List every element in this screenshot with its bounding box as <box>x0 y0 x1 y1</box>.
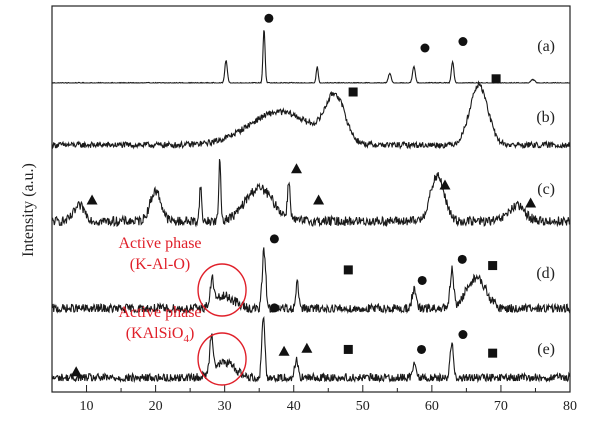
annotation-line1: Active phase <box>118 304 201 321</box>
triangle-marker <box>313 194 325 205</box>
active-phase-circle <box>197 263 247 317</box>
circle-marker <box>264 13 274 23</box>
series-label: (b) <box>536 109 555 126</box>
circle-marker <box>417 344 427 354</box>
triangle-marker <box>290 163 302 174</box>
annotation-line2: (KAlSiO4) <box>126 325 195 345</box>
x-tick-label: 10 <box>80 399 94 414</box>
triangle-marker <box>439 179 451 190</box>
series-line-4 <box>51 315 571 384</box>
circle-marker <box>269 234 279 244</box>
series-label: (a) <box>537 38 555 55</box>
triangle-marker <box>86 194 98 205</box>
x-tick-label: 20 <box>149 399 163 414</box>
series-label: (e) <box>537 341 555 358</box>
curve-labels: (a) (b) (c) (d) (e) <box>536 38 555 358</box>
circle-marker <box>458 37 468 47</box>
triangle-marker <box>525 197 537 208</box>
series-line-1 <box>51 80 571 150</box>
circle-marker <box>457 254 467 264</box>
circle-marker <box>417 275 427 285</box>
active-phase-circle <box>197 332 247 386</box>
annotation-line1: Active phase <box>118 235 201 252</box>
square-marker <box>348 87 358 97</box>
circle-marker <box>458 330 468 340</box>
series-line-2 <box>51 159 571 228</box>
series-line-3 <box>51 247 571 315</box>
series-line-0 <box>51 30 570 84</box>
circle-marker <box>269 303 279 313</box>
triangle-marker <box>301 342 313 353</box>
square-marker <box>488 348 498 358</box>
square-marker <box>343 344 353 354</box>
curves <box>51 30 571 384</box>
plot-frame <box>51 5 571 393</box>
phase-markers <box>70 13 537 377</box>
x-tick-label: 70 <box>494 399 508 414</box>
square-marker <box>491 74 501 84</box>
series-label: (d) <box>536 265 555 282</box>
square-marker <box>343 265 353 275</box>
x-tick-label: 60 <box>425 399 439 414</box>
x-tick-label: 80 <box>563 399 577 414</box>
y-axis-label: Intensity (a.u.) <box>20 163 37 257</box>
x-tick-label: 30 <box>218 399 232 414</box>
triangle-marker <box>70 366 82 377</box>
square-marker <box>488 261 498 271</box>
x-tick-label: 50 <box>356 399 370 414</box>
annotation-line2: (K-Al-O) <box>130 256 190 273</box>
annotations: Active phase (K-Al-O) Active phase (KAlSiO4… <box>118 235 247 386</box>
x-tick-label: 40 <box>287 399 301 414</box>
triangle-marker <box>278 345 290 356</box>
circle-marker <box>420 43 430 53</box>
chart-axes: 10 20 30 40 50 60 70 80 <box>51 5 577 414</box>
series-label: (c) <box>537 181 555 198</box>
